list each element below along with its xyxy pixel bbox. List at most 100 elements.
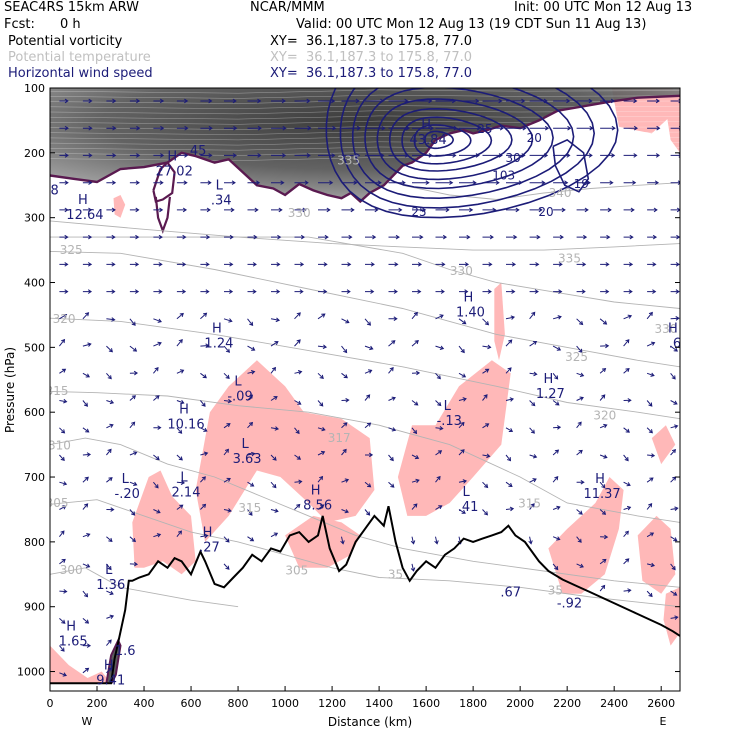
- wind-vector-130: [200, 400, 206, 407]
- wind-vector-182: [270, 396, 278, 401]
- theta-contour-305-7: [50, 499, 680, 608]
- wind-vector-99: [153, 481, 159, 489]
- wind-vector-269: [412, 125, 434, 131]
- wind-vector-431: [623, 289, 633, 294]
- wind-vector-76: [129, 345, 138, 352]
- forecast-label: Fcst:: [4, 17, 35, 32]
- wind-vector-218: [317, 475, 324, 483]
- wind-vector-23: [82, 98, 93, 104]
- wind-vector-398: [576, 396, 584, 401]
- wind-vector-37: [82, 476, 89, 483]
- wind-vector-383: [552, 475, 559, 483]
- wind-vector-232: [341, 422, 348, 429]
- extremum-high-marker-19: H: [66, 620, 76, 635]
- wind-vector-189: [294, 125, 312, 131]
- wind-vector-21: [59, 645, 65, 652]
- wind-vector-378: [552, 345, 562, 351]
- wind-vector-163: [247, 345, 256, 351]
- wind-vector-110: [176, 312, 184, 320]
- wind-vector-453: [646, 372, 655, 377]
- theta-label-12: 317: [328, 431, 351, 445]
- wind-vector-224: [341, 207, 355, 213]
- wind-vector-133: [200, 476, 206, 483]
- extremum-low-marker-7: L: [234, 375, 242, 390]
- theta-contour-300-8: [50, 567, 239, 608]
- wind-vector-436: [623, 427, 630, 433]
- wind-vector-476: [670, 476, 677, 483]
- wind-vector-367: [529, 503, 535, 510]
- wind-vector-205: [318, 125, 337, 131]
- theta-label-6: 325: [60, 243, 83, 257]
- extremum-value-9: 10.16: [167, 417, 204, 432]
- wind-vector-39: [82, 533, 91, 538]
- wind-label-2: 20: [527, 131, 542, 145]
- wind-vector-442: [623, 588, 632, 593]
- wind-vector-471: [670, 345, 678, 352]
- wind-vector-217: [317, 450, 326, 456]
- wind-vector-335: [482, 509, 489, 516]
- wind-vector-297: [435, 400, 442, 407]
- wind-vector-424: [623, 98, 638, 104]
- cloud-region-9: [494, 282, 505, 361]
- wind-vector-196: [294, 312, 301, 320]
- wind-vector-318: [458, 509, 466, 514]
- extremum-high-marker-14: H: [311, 483, 321, 498]
- wind-vector-103: [176, 125, 189, 131]
- terrain-surface: [50, 505, 680, 685]
- wind-vector-392: [576, 234, 588, 240]
- wind-vector-302: [434, 536, 439, 545]
- wind-vector-445: [647, 153, 661, 158]
- x-tick-label-1600: 1600: [412, 697, 440, 710]
- wind-vector-395: [576, 318, 584, 326]
- wind-vector-109: [176, 289, 187, 294]
- wind-vector-273: [412, 234, 424, 240]
- theta-contour-325-3: [50, 250, 680, 368]
- wind-vector-108: [176, 262, 187, 267]
- wind-vector-421: [600, 534, 609, 540]
- wind-vector-330: [482, 368, 490, 374]
- wind-vector-441: [623, 558, 630, 565]
- wind-label-6: 25: [411, 205, 426, 219]
- wind-vector-85: [153, 98, 165, 104]
- wind-vector-2: [59, 125, 69, 131]
- wind-vector-358: [529, 262, 540, 267]
- wind-vector-329: [482, 344, 492, 350]
- y-tick-label-400: 400: [24, 277, 45, 290]
- wind-vector-451: [646, 311, 653, 320]
- wind-vector-58: [106, 448, 112, 456]
- wind-vector-386: [552, 563, 559, 571]
- pv-stripe-6: [50, 115, 680, 120]
- wind-contour-ring-6: [389, 107, 513, 172]
- wind-vector-427: [623, 180, 637, 185]
- wind-label-5: 19: [574, 177, 589, 191]
- wind-vector-323: [482, 180, 500, 185]
- wind-vector-382: [552, 449, 560, 456]
- wind-vector-106: [176, 207, 188, 213]
- wind-vector-444: [647, 125, 661, 131]
- wind-vector-352: [529, 98, 548, 104]
- wind-vector-466: [670, 207, 680, 213]
- wind-vector-454: [646, 400, 653, 407]
- wind-vector-105: [176, 180, 188, 185]
- wind-vector-10: [59, 338, 66, 347]
- wind-vector-158: [247, 207, 259, 213]
- wind-vector-187: [270, 532, 279, 538]
- wind-vector-24: [82, 125, 93, 131]
- wind-vector-56: [106, 399, 115, 405]
- wind-vector-287: [435, 125, 458, 131]
- wind-vector-458: [646, 503, 653, 510]
- wind-vector-207: [318, 180, 334, 185]
- wind-vector-190: [294, 153, 311, 158]
- wind-vector-403: [576, 536, 582, 543]
- wind-vector-425: [623, 125, 639, 131]
- y-axis-title: Pressure (hPa): [3, 347, 17, 433]
- wind-vector-67: [129, 98, 141, 104]
- wind-vector-55: [106, 372, 112, 380]
- wind-vector-25: [82, 153, 93, 158]
- cloud-region-13: [113, 195, 126, 218]
- wind-vector-446: [647, 180, 660, 185]
- wind-vector-264: [388, 396, 396, 401]
- wind-vector-88: [153, 180, 164, 185]
- wind-vector-256: [388, 180, 406, 185]
- extremum-value-14: 8.56: [303, 498, 332, 513]
